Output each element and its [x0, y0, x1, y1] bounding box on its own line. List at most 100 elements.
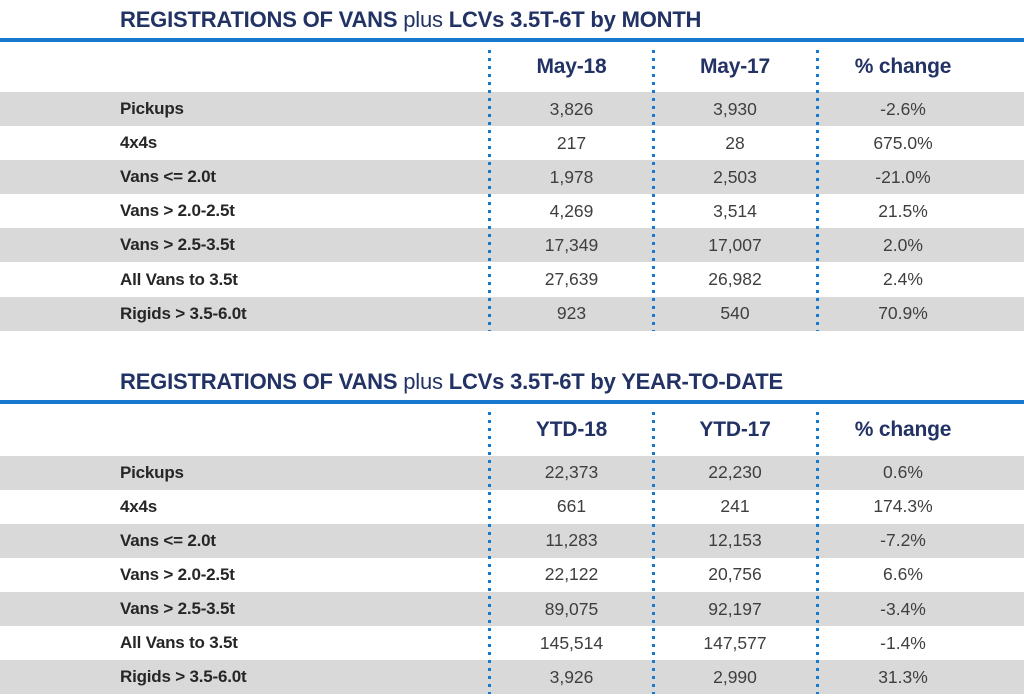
title-underline-rule — [0, 38, 1024, 42]
row-label: Rigids > 3.5-6.0t — [120, 667, 247, 687]
value-cell: 17,349 — [544, 234, 599, 255]
table-row: Vans > 2.0-2.5t 22,122 20,756 6.6% — [0, 557, 1024, 593]
value-cell: 540 — [720, 303, 750, 324]
change-cell: -1.4% — [880, 632, 926, 653]
change-cell: 0.6% — [883, 462, 923, 483]
column-divider-dotted-line — [652, 50, 655, 331]
value-cell: 26,982 — [708, 269, 762, 290]
value-cell: 28 — [725, 132, 745, 153]
column-divider-dotted-line — [488, 50, 491, 331]
value-cell: 22,230 — [708, 462, 762, 483]
value-cell: 1,978 — [549, 166, 594, 187]
value-cell: 11,283 — [545, 530, 598, 551]
table-row: Vans > 2.5-3.5t 89,075 92,197 -3.4% — [0, 592, 1024, 627]
table-row: 4x4s 661 241 174.3% — [0, 489, 1024, 524]
change-cell: -21.0% — [875, 166, 931, 187]
table-row: Rigids > 3.5-6.0t 3,926 2,990 31.3% — [0, 660, 1024, 695]
value-cell: 661 — [556, 496, 587, 517]
change-cell: 70.9% — [878, 303, 928, 324]
value-cell: 147,577 — [703, 632, 767, 653]
table-row: 4x4s 217 28 675.0% — [0, 126, 1024, 161]
value-cell: 4,269 — [549, 200, 594, 221]
value-cell: 22,122 — [544, 564, 599, 585]
month-table-header-row: May-18 May-17 % change — [0, 42, 1024, 92]
change-cell: -2.6% — [880, 98, 926, 119]
change-cell: 2.4% — [883, 269, 923, 290]
column-header: YTD-17 — [699, 417, 771, 441]
month-table-section: REGISTRATIONS OF VANS plus LCVs 3.5T-6T … — [0, 0, 1024, 331]
value-cell: 17,007 — [708, 234, 762, 255]
title-bold-segment: REGISTRATIONS OF VANS — [120, 7, 398, 32]
table-row: All Vans to 3.5t 145,514 147,577 -1.4% — [0, 626, 1024, 661]
column-header: May-17 — [699, 55, 770, 78]
row-label: Pickups — [120, 462, 184, 482]
month-table: May-18 May-17 % change Pickups 3,826 3,9… — [0, 42, 1024, 331]
row-label: Pickups — [120, 99, 184, 119]
value-cell: 3,926 — [549, 666, 594, 687]
column-divider-dotted-line — [652, 411, 655, 695]
title-regular-segment: plus — [397, 7, 449, 32]
month-table-title: REGISTRATIONS OF VANS plus LCVs 3.5T-6T … — [0, 0, 1024, 38]
row-label: Vans > 2.0-2.5t — [120, 564, 235, 584]
column-divider-dotted-line — [816, 50, 819, 331]
ytd-table-section: REGISTRATIONS OF VANS plus LCVs 3.5T-6T … — [0, 362, 1024, 695]
table-row: Vans <= 2.0t 11,283 12,153 -7.2% — [0, 523, 1024, 558]
change-cell: -3.4% — [880, 598, 926, 619]
value-cell: 92,197 — [708, 598, 762, 619]
value-cell: 923 — [556, 303, 587, 324]
table-row: Rigids > 3.5-6.0t 923 540 70.9% — [0, 296, 1024, 331]
title-regular-segment: plus — [397, 368, 449, 394]
value-cell: 3,514 — [713, 200, 757, 221]
row-label: Vans > 2.0-2.5t — [120, 201, 235, 221]
month-table-body: Pickups 3,826 3,930 -2.6% 4x4s 217 28 67… — [0, 92, 1024, 331]
title-bold-segment: LCVs 3.5T-6T by MONTH — [448, 7, 702, 32]
change-cell: 174.3% — [873, 496, 933, 517]
change-cell: -7.2% — [880, 530, 926, 551]
column-header: % change — [854, 55, 952, 78]
ytd-table-body: Pickups 22,373 22,230 0.6% 4x4s 661 241 … — [0, 455, 1024, 695]
ytd-table-header-row: YTD-18 YTD-17 % change — [0, 404, 1024, 456]
table-row: All Vans to 3.5t 27,639 26,982 2.4% — [0, 262, 1024, 297]
column-divider-dotted-line — [488, 411, 491, 695]
title-bold-segment: REGISTRATIONS OF VANS — [120, 368, 398, 394]
column-header: % change — [854, 417, 952, 441]
value-cell: 20,756 — [708, 564, 762, 585]
value-cell: 3,826 — [549, 98, 594, 119]
section-spacer — [0, 331, 1024, 362]
change-cell: 31.3% — [878, 666, 928, 687]
row-label: Vans <= 2.0t — [120, 167, 216, 187]
row-label: All Vans to 3.5t — [120, 269, 238, 289]
ytd-table-title: REGISTRATIONS OF VANS plus LCVs 3.5T-6T … — [0, 362, 1024, 400]
value-cell: 2,990 — [713, 666, 757, 687]
table-row: Vans <= 2.0t 1,978 2,503 -21.0% — [0, 160, 1024, 195]
row-label: Rigids > 3.5-6.0t — [120, 303, 247, 323]
row-label: 4x4s — [120, 496, 158, 516]
change-cell: 2.0% — [883, 234, 923, 255]
value-cell: 241 — [720, 496, 750, 517]
value-cell: 145,514 — [539, 632, 604, 653]
column-header: YTD-18 — [535, 417, 608, 441]
column-divider-dotted-line — [816, 411, 819, 695]
value-cell: 22,373 — [544, 462, 599, 483]
change-cell: 675.0% — [873, 132, 933, 153]
title-bold-segment: LCVs 3.5T-6T by YEAR-TO-DATE — [448, 368, 783, 394]
table-row: Pickups 22,373 22,230 0.6% — [0, 455, 1024, 490]
row-label: Vans <= 2.0t — [120, 530, 216, 550]
value-cell: 89,075 — [544, 598, 599, 619]
title-underline-rule — [0, 399, 1024, 404]
value-cell: 3,930 — [713, 98, 757, 119]
value-cell: 2,503 — [713, 166, 757, 187]
value-cell: 217 — [556, 132, 587, 153]
row-label: 4x4s — [120, 133, 158, 153]
row-label: Vans > 2.5-3.5t — [120, 235, 235, 255]
table-row: Vans > 2.5-3.5t 17,349 17,007 2.0% — [0, 228, 1024, 263]
table-row: Pickups 3,826 3,930 -2.6% — [0, 92, 1024, 127]
change-cell: 21.5% — [878, 200, 928, 221]
value-cell: 12,153 — [708, 530, 762, 551]
column-header: May-18 — [536, 55, 607, 78]
value-cell: 27,639 — [544, 269, 599, 290]
change-cell: 6.6% — [883, 564, 923, 585]
row-label: Vans > 2.5-3.5t — [120, 599, 235, 619]
table-row: Vans > 2.0-2.5t 4,269 3,514 21.5% — [0, 194, 1024, 229]
